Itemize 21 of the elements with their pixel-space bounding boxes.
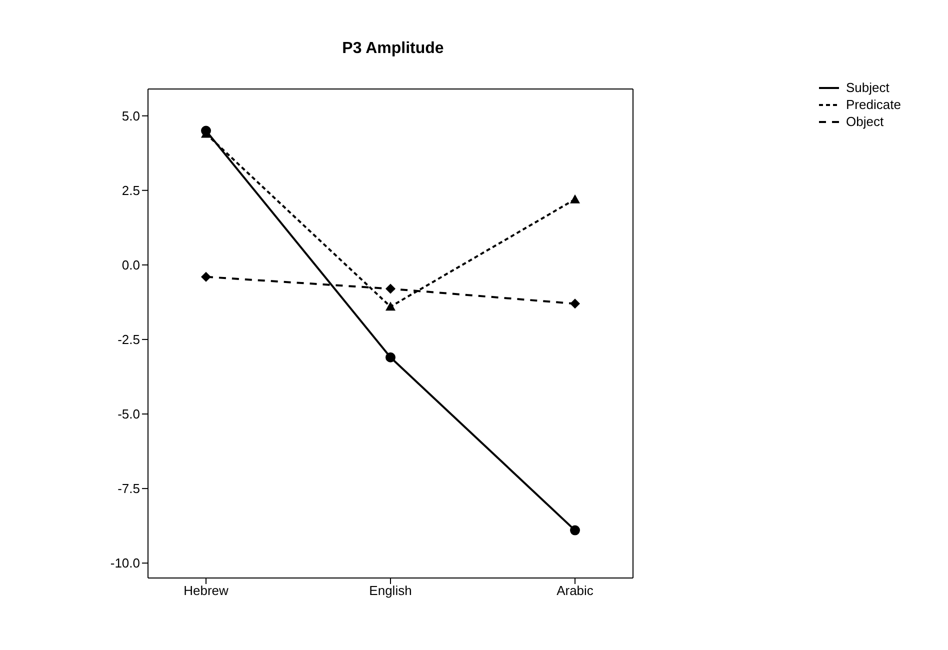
legend-label: Predicate (846, 97, 901, 112)
x-tick-label: English (369, 583, 412, 598)
legend-label: Subject (846, 80, 890, 95)
point (570, 194, 580, 204)
x-tick-label: Hebrew (184, 583, 230, 598)
y-tick-label: -7.5 (118, 481, 140, 496)
y-tick-label: -5.0 (118, 406, 140, 422)
point (570, 298, 580, 309)
point (386, 302, 396, 311)
point (386, 284, 396, 294)
point (570, 525, 580, 536)
x-tick-label: Arabic (556, 583, 594, 598)
point (386, 352, 396, 362)
legend-label: Object (846, 114, 884, 129)
point (201, 272, 211, 282)
y-tick-label: 2.5 (122, 182, 140, 198)
y-tick-label: 0.0 (122, 258, 140, 273)
y-tick-label: -10.0 (110, 556, 140, 571)
y-tick-label: -2.5 (118, 332, 140, 348)
y-tick-label: 5.0 (122, 108, 140, 124)
chart-title: P3 Amplitude (341, 40, 445, 58)
